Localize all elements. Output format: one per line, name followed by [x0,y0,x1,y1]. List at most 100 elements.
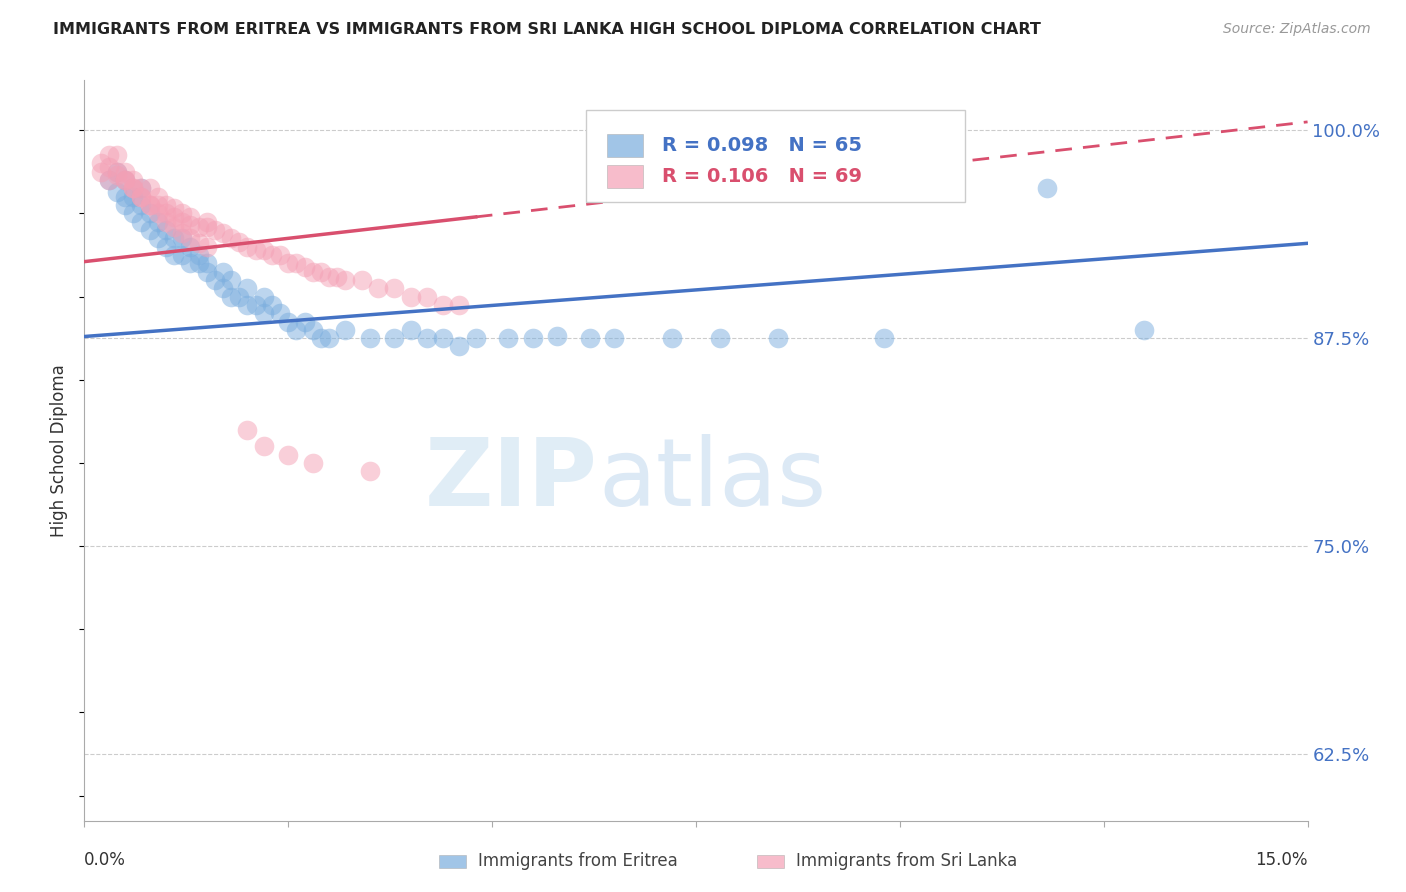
Point [155,206,177,220]
Point [172,215,194,229]
Point [245,243,267,257]
Point [90,165,112,179]
Point [131,190,153,204]
Point [766,331,789,345]
Point [114,173,136,187]
Point [260,298,283,312]
Point [253,439,276,453]
Point [138,198,160,212]
Point [326,269,349,284]
Point [245,298,267,312]
Point [449,298,471,312]
Point [285,323,308,337]
Point [212,281,235,295]
Text: 0.0%: 0.0% [84,851,127,869]
Point [114,198,136,212]
Point [416,331,439,345]
Point [236,281,259,295]
FancyBboxPatch shape [586,110,965,202]
Point [219,231,242,245]
Point [309,264,332,278]
Point [172,231,194,245]
Point [163,210,186,224]
Point [399,289,422,303]
Point [350,273,373,287]
Point [579,331,602,345]
Text: atlas: atlas [598,434,827,526]
Point [131,181,153,195]
Point [195,264,218,278]
Point [277,314,299,328]
Point [709,331,731,345]
Point [172,248,194,262]
Point [105,148,128,162]
Point [131,190,153,204]
Text: ZIP: ZIP [425,434,598,526]
Point [114,173,136,187]
Bar [439,855,465,868]
Point [179,240,201,254]
Point [253,289,276,303]
Point [236,240,259,254]
Point [285,256,308,270]
Point [131,198,153,212]
Point [546,329,568,343]
Point [97,160,120,174]
Point [131,181,153,195]
Point [219,273,242,287]
Point [212,227,235,241]
Point [359,331,381,345]
Point [187,236,209,251]
Point [335,323,357,337]
Point [172,227,194,241]
Point [301,456,323,470]
Point [301,264,323,278]
Point [219,289,242,303]
Point [195,215,218,229]
Point [228,289,250,303]
Point [146,206,169,220]
Point [367,281,389,295]
Point [122,190,145,204]
Text: Immigrants from Eritrea: Immigrants from Eritrea [478,853,678,871]
Point [301,323,323,337]
Point [163,219,186,234]
Point [269,248,291,262]
Y-axis label: High School Diploma: High School Diploma [51,364,69,537]
Point [105,185,128,199]
Point [318,331,340,345]
Point [195,219,218,234]
Point [294,314,316,328]
Point [114,165,136,179]
Bar [758,855,785,868]
Point [522,331,544,345]
Point [138,223,160,237]
Point [122,181,145,195]
Point [269,306,291,320]
Point [179,231,201,245]
Point [138,206,160,220]
Point [416,289,439,303]
Point [146,190,169,204]
Point [228,235,250,249]
Point [97,148,120,162]
Text: R = 0.106   N = 69: R = 0.106 N = 69 [662,167,862,186]
Point [359,464,381,478]
Point [318,269,340,284]
Point [163,202,186,216]
Point [432,298,454,312]
Point [335,273,357,287]
Point [603,331,626,345]
Point [309,331,332,345]
Point [277,448,299,462]
Point [498,331,520,345]
Point [122,206,145,220]
Point [212,264,235,278]
Point [155,223,177,237]
Text: 15.0%: 15.0% [1256,851,1308,869]
Point [179,210,201,224]
Point [204,223,226,237]
Point [105,165,128,179]
Point [872,331,894,345]
Point [464,331,486,345]
